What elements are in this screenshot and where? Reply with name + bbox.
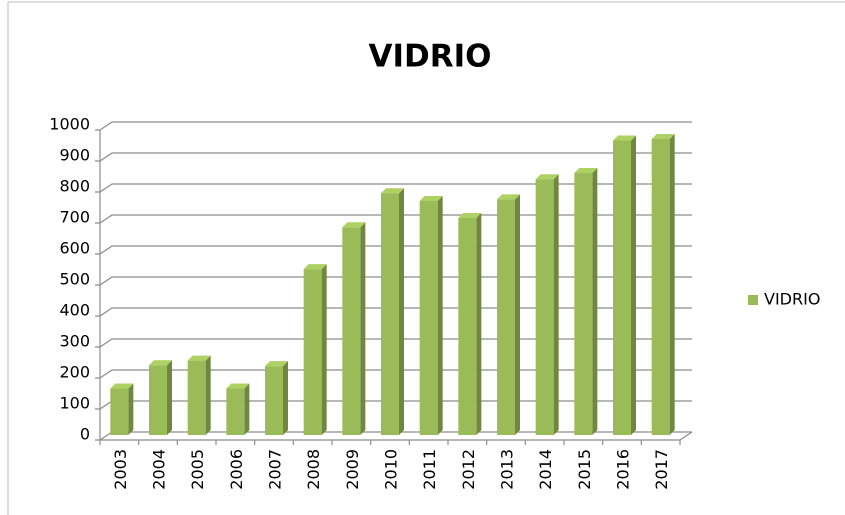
grid-line (95, 121, 692, 131)
bar-front (651, 138, 670, 435)
bar (651, 133, 675, 435)
bar (342, 222, 366, 435)
grid-line (95, 152, 692, 162)
x-tick-label: 2003 (111, 449, 130, 490)
bar-side (399, 188, 404, 435)
chart-title: VIDRIO (368, 39, 491, 75)
y-tick-label: 200 (59, 363, 90, 382)
bar (226, 383, 250, 435)
bar-front (574, 173, 593, 436)
bar-front (110, 388, 129, 435)
y-tick-label: 900 (59, 146, 90, 165)
grid-line (95, 183, 692, 193)
y-tick-label: 100 (59, 394, 90, 413)
bar-front (226, 388, 245, 435)
bar-front (381, 193, 399, 435)
x-tick-label: 2006 (227, 449, 246, 490)
bar-top (381, 188, 404, 194)
x-tick-label: 2013 (498, 449, 517, 490)
x-tick-label: 2011 (420, 449, 439, 490)
bar-side (128, 383, 134, 435)
bar (574, 168, 598, 436)
bar-side (476, 213, 482, 435)
x-tick-label: 2017 (652, 449, 671, 490)
x-tick-label: 2008 (304, 449, 323, 490)
bar-front (497, 199, 515, 435)
bar-top (651, 133, 675, 139)
x-tick-label: 2009 (343, 449, 362, 490)
bar-side (669, 133, 675, 435)
y-tick-label: 600 (59, 239, 90, 258)
y-tick-label: 400 (59, 301, 90, 320)
bar-side (283, 361, 288, 435)
bar (535, 174, 559, 435)
bar-side (321, 264, 327, 435)
bar (110, 383, 134, 435)
bar-side (167, 360, 172, 435)
legend-label: VIDRIO (764, 290, 820, 309)
bar (187, 355, 211, 435)
y-tick-label: 1000 (49, 115, 90, 134)
bar-front (187, 360, 206, 435)
bar-top (187, 355, 211, 361)
bar-top (342, 222, 366, 228)
x-tick-label: 2012 (459, 449, 478, 490)
bar-top (613, 135, 636, 141)
bar-side (515, 194, 520, 435)
bar (303, 264, 327, 435)
bar-top (574, 168, 598, 174)
bar (381, 188, 404, 435)
bar-side (592, 168, 598, 436)
bar (613, 135, 636, 435)
x-tick-label: 2007 (266, 449, 285, 490)
bar-side (244, 383, 250, 435)
bar (149, 360, 172, 435)
bar (265, 361, 288, 435)
x-tick-label: 2010 (382, 449, 401, 490)
bar-top (226, 383, 250, 389)
y-tick-label: 300 (59, 332, 90, 351)
bar-top (497, 194, 520, 200)
y-tick-label: 500 (59, 270, 90, 289)
bar-front (265, 366, 283, 435)
y-tick-label: 800 (59, 177, 90, 196)
bar-front (419, 200, 438, 435)
legend-swatch (748, 295, 758, 305)
bar-top (458, 213, 482, 218)
x-tick-label: 2016 (614, 449, 633, 490)
bar-front (535, 179, 554, 435)
x-tick-label: 2014 (536, 449, 555, 490)
y-tick-label: 0 (80, 425, 90, 444)
bar-side (437, 195, 443, 435)
x-tick-label: 2005 (188, 449, 207, 490)
bar-top (419, 195, 443, 201)
x-tick-label: 2015 (575, 449, 594, 490)
bar-front (342, 227, 361, 435)
bar-side (631, 135, 636, 435)
bar-side (360, 222, 366, 435)
bar-side (553, 174, 559, 435)
bar (458, 213, 482, 435)
bar-front (458, 218, 477, 435)
bar-top (110, 383, 134, 389)
bar-front (149, 365, 167, 435)
bar (419, 195, 443, 435)
bar-top (265, 361, 288, 367)
bar-side (205, 355, 211, 435)
bar-top (303, 264, 327, 270)
x-tick-label: 2004 (150, 449, 169, 490)
bar (497, 194, 520, 435)
bar-top (149, 360, 172, 366)
bar-top (535, 174, 559, 180)
bar-front (303, 269, 322, 435)
bar-front (613, 140, 631, 435)
y-tick-label: 700 (59, 208, 90, 227)
